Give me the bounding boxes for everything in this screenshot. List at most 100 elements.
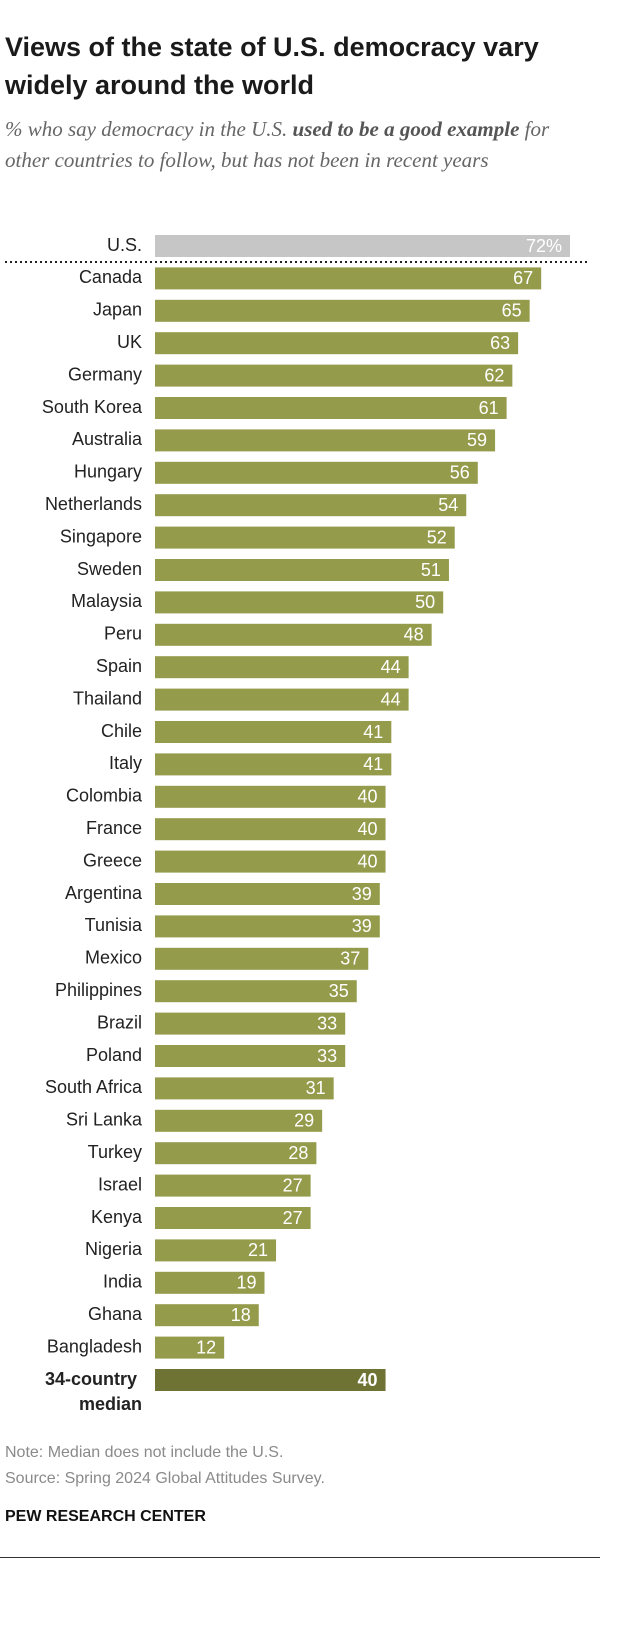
bar xyxy=(155,883,380,905)
category-label: Mexico xyxy=(85,948,142,968)
category-label: Malaysia xyxy=(71,591,143,611)
value-label: 44 xyxy=(381,689,401,709)
category-label: Israel xyxy=(98,1174,142,1194)
bar xyxy=(155,1239,277,1262)
value-label: 41 xyxy=(363,754,383,774)
bar xyxy=(155,915,380,938)
value-label: 50 xyxy=(415,592,435,612)
value-label: 33 xyxy=(317,1046,337,1066)
bar xyxy=(155,688,409,711)
value-label: 48 xyxy=(404,625,424,645)
category-label: Poland xyxy=(86,1045,142,1065)
subtitle-text: % who say democracy in the U.S. xyxy=(5,117,293,141)
category-label: India xyxy=(103,1272,143,1292)
category-label: 34-country median xyxy=(45,1369,142,1414)
category-label: U.S. xyxy=(107,235,142,255)
category-label: Thailand xyxy=(73,688,142,708)
subtitle-emphasis: used to be a good example xyxy=(292,117,520,141)
value-label: 72% xyxy=(526,236,562,256)
bar xyxy=(155,1207,311,1229)
value-label: 62 xyxy=(484,365,504,385)
bar xyxy=(155,1271,265,1294)
value-label: 18 xyxy=(231,1305,251,1325)
value-label: 67 xyxy=(513,268,533,288)
value-label: 19 xyxy=(236,1273,256,1293)
category-label: Japan xyxy=(93,300,142,320)
value-label: 35 xyxy=(329,981,349,1001)
bar xyxy=(155,1304,259,1327)
category-label: Argentina xyxy=(65,883,143,903)
value-label: 40 xyxy=(358,787,378,807)
value-label: 28 xyxy=(288,1143,308,1163)
bar xyxy=(155,364,513,387)
source: Source: Spring 2024 Global Attitudes Sur… xyxy=(5,1470,325,1487)
category-label: Bangladesh xyxy=(47,1336,142,1356)
bar xyxy=(155,1336,225,1359)
value-label: 31 xyxy=(306,1078,326,1098)
value-label: 51 xyxy=(421,560,441,580)
bar xyxy=(155,397,507,419)
value-label: 27 xyxy=(283,1175,303,1195)
value-label: 39 xyxy=(352,916,372,936)
bar xyxy=(155,1142,317,1165)
bar xyxy=(155,332,519,355)
category-label: Australia xyxy=(72,429,143,449)
subtitle: % who say democracy in the U.S. used to … xyxy=(5,114,565,176)
value-label: 63 xyxy=(490,333,510,353)
value-label: 61 xyxy=(479,398,499,418)
category-label: Kenya xyxy=(91,1207,143,1227)
bar xyxy=(155,1012,346,1035)
subtitle-text: for other countries to follow, but has n… xyxy=(5,117,550,172)
category-label: Greece xyxy=(83,850,142,870)
category-label: Netherlands xyxy=(45,494,142,514)
value-label: 21 xyxy=(248,1240,268,1260)
bar xyxy=(155,1369,386,1391)
bar xyxy=(155,785,386,808)
value-label: 44 xyxy=(381,657,401,677)
bar xyxy=(155,591,444,614)
category-label: Brazil xyxy=(97,1012,142,1032)
category-label: Ghana xyxy=(88,1304,143,1324)
category-label: Italy xyxy=(109,753,142,773)
bar xyxy=(155,850,386,873)
category-label: Chile xyxy=(101,721,142,741)
value-label: 12 xyxy=(196,1337,216,1357)
bar xyxy=(155,429,496,452)
value-label: 65 xyxy=(502,301,522,321)
value-label: 56 xyxy=(450,463,470,483)
category-label: South Korea xyxy=(42,397,143,417)
category-label: France xyxy=(86,818,142,838)
value-label: 41 xyxy=(363,722,383,742)
rule xyxy=(0,1557,600,1558)
category-label: Spain xyxy=(96,656,142,676)
category-label: Germany xyxy=(68,364,142,384)
category-label: Nigeria xyxy=(85,1239,143,1259)
category-label: UK xyxy=(117,332,142,352)
category-label-line: 34-country xyxy=(45,1369,142,1389)
bar xyxy=(155,980,357,1003)
value-label: 40 xyxy=(358,851,378,871)
value-label: 33 xyxy=(317,1013,337,1033)
category-label: Sweden xyxy=(77,559,142,579)
bar xyxy=(155,818,386,841)
value-label: 40 xyxy=(358,1370,378,1390)
value-label: 37 xyxy=(340,949,360,969)
category-label: Colombia xyxy=(66,786,143,806)
value-label: 40 xyxy=(358,819,378,839)
category-label-line: median xyxy=(79,1394,142,1414)
bar xyxy=(155,947,369,970)
bar xyxy=(155,656,409,679)
category-label: Sri Lanka xyxy=(66,1110,143,1130)
bar xyxy=(155,721,392,743)
value-label: 29 xyxy=(294,1111,314,1131)
value-label: 54 xyxy=(438,495,458,515)
bar xyxy=(155,1174,311,1197)
category-label: Hungary xyxy=(74,462,142,482)
value-label: 39 xyxy=(352,884,372,904)
bar xyxy=(155,753,392,776)
bar xyxy=(155,267,542,290)
category-label: South Africa xyxy=(45,1077,143,1097)
category-label: Singapore xyxy=(60,526,142,546)
bar xyxy=(155,559,449,581)
